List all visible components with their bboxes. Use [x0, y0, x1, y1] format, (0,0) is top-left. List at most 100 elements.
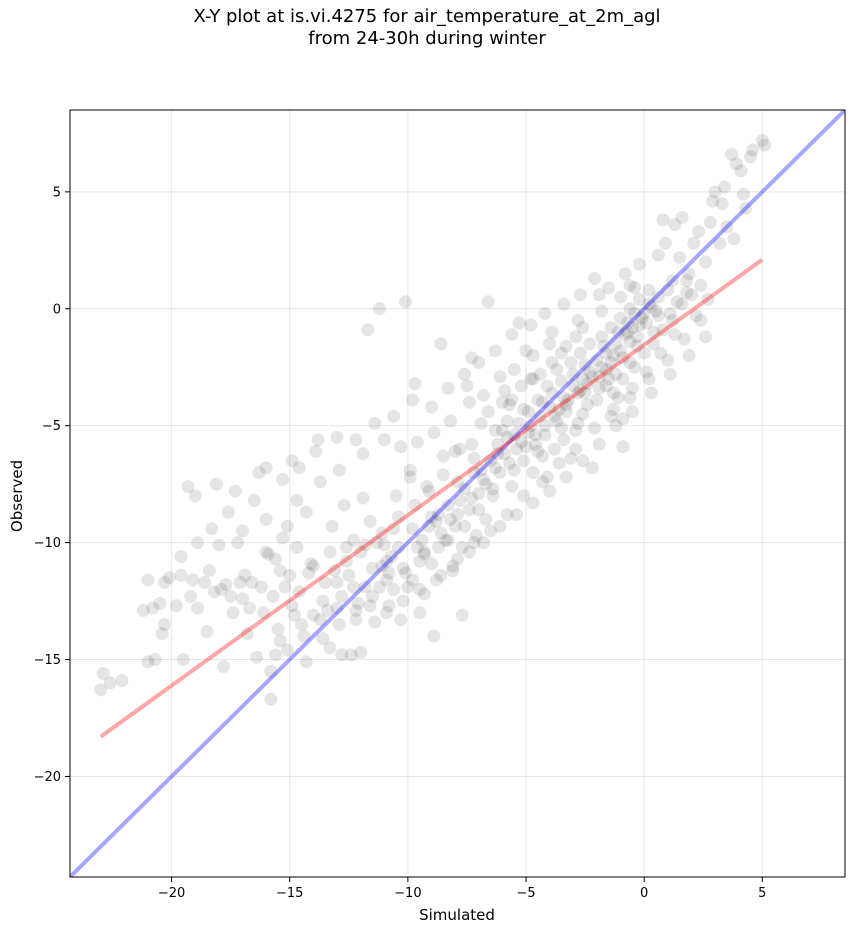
data-point — [609, 367, 623, 381]
chart-title-line-2: from 24-30h during winter — [308, 28, 546, 49]
y-axis-label: Observed — [8, 460, 26, 532]
data-point — [436, 449, 450, 463]
data-point — [519, 344, 533, 358]
data-point — [630, 339, 644, 353]
regression-fit-line — [99, 258, 764, 739]
data-point — [507, 428, 521, 442]
data-point — [708, 185, 722, 199]
data-point — [675, 297, 689, 311]
data-point — [309, 444, 323, 458]
data-point — [465, 351, 479, 365]
data-point — [373, 302, 387, 316]
data-point — [290, 540, 304, 554]
data-point — [533, 409, 547, 423]
data-point — [500, 508, 514, 522]
data-point — [273, 634, 287, 648]
data-point — [462, 395, 476, 409]
data-point — [115, 674, 129, 688]
data-point — [406, 522, 420, 536]
data-point — [417, 587, 431, 601]
data-point — [505, 479, 519, 493]
data-point — [259, 545, 273, 559]
data-point — [302, 566, 316, 580]
data-point — [422, 484, 436, 498]
data-point — [656, 213, 670, 227]
data-point — [599, 363, 613, 377]
data-point — [647, 325, 661, 339]
data-point — [443, 414, 457, 428]
data-point — [476, 536, 490, 550]
data-point — [675, 211, 689, 225]
data-point — [368, 615, 382, 629]
data-point — [460, 379, 474, 393]
data-point — [257, 606, 271, 620]
data-point — [358, 538, 372, 552]
data-point — [595, 360, 609, 374]
data-point — [528, 428, 542, 442]
data-point — [188, 489, 202, 503]
data-point — [453, 442, 467, 456]
data-point — [271, 622, 285, 636]
data-point — [628, 360, 642, 374]
data-point — [524, 318, 538, 332]
data-point — [536, 395, 550, 409]
data-point — [408, 377, 422, 391]
data-point — [202, 564, 216, 578]
data-point — [618, 267, 632, 281]
data-point — [141, 573, 155, 587]
data-point — [235, 524, 249, 538]
data-point — [687, 236, 701, 250]
data-point — [564, 356, 578, 370]
data-point — [158, 617, 172, 631]
data-point — [413, 554, 427, 568]
data-point — [602, 281, 616, 295]
data-point — [403, 470, 417, 484]
data-point — [569, 423, 583, 437]
data-point — [538, 306, 552, 320]
data-points — [94, 133, 772, 706]
data-point — [611, 391, 625, 405]
data-point — [727, 232, 741, 246]
data-point — [332, 617, 346, 631]
data-point — [335, 648, 349, 662]
data-point — [451, 552, 464, 566]
data-point — [580, 398, 594, 412]
data-point — [394, 440, 408, 454]
data-point — [663, 367, 677, 381]
data-point — [278, 580, 292, 594]
data-point — [391, 540, 405, 554]
data-point — [743, 150, 757, 164]
x-tick-label: 5 — [758, 886, 766, 901]
data-point — [514, 379, 528, 393]
data-point — [191, 536, 205, 550]
data-point — [439, 533, 453, 547]
data-point — [569, 330, 583, 344]
grid — [70, 110, 845, 877]
data-point — [191, 601, 205, 615]
data-point — [425, 400, 439, 414]
data-point — [573, 384, 587, 398]
data-point — [228, 484, 242, 498]
data-point — [224, 589, 238, 603]
data-point — [521, 426, 535, 440]
data-point — [562, 393, 576, 407]
data-point — [554, 421, 568, 435]
data-point — [519, 440, 533, 454]
data-point — [200, 624, 214, 638]
data-point — [380, 554, 394, 568]
data-point — [524, 419, 538, 433]
data-point — [425, 557, 439, 571]
data-point — [623, 356, 637, 370]
data-point — [498, 384, 512, 398]
data-point — [332, 463, 346, 477]
data-point — [306, 559, 320, 573]
data-point — [169, 599, 183, 613]
data-point — [559, 470, 573, 484]
data-point — [280, 643, 294, 657]
data-point — [606, 349, 620, 363]
data-point — [543, 400, 557, 414]
data-point — [205, 522, 219, 536]
data-point — [181, 479, 195, 493]
data-point — [500, 430, 514, 444]
data-point — [363, 515, 377, 529]
